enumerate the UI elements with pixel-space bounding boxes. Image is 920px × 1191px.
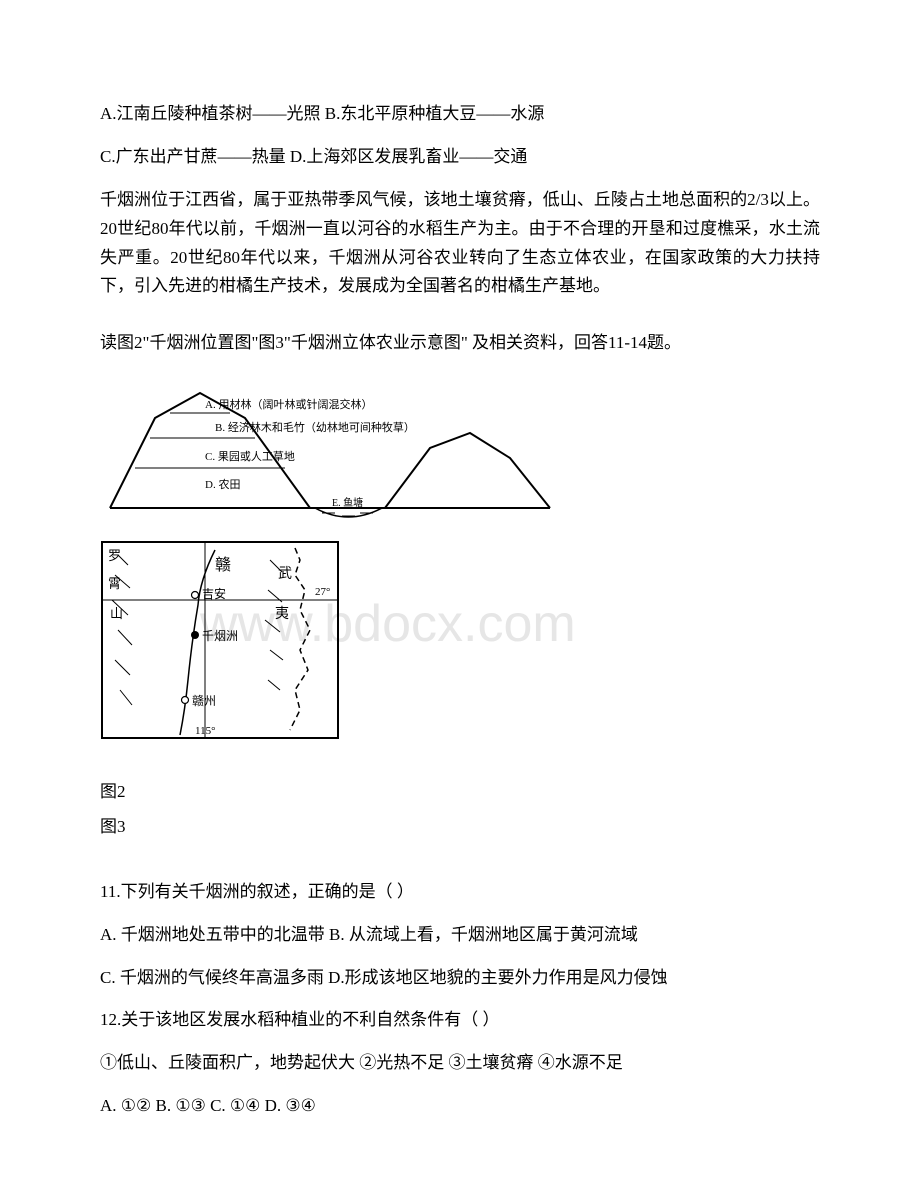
question-11-options-cd: C. 千烟洲的气候终年高温多雨 D.形成该地区地貌的主要外力作用是风力侵蚀 [100,964,820,993]
question-11-options-ab: A. 千烟洲地处五带中的北温带 B. 从流域上看，千烟洲地区属于黄河流域 [100,921,820,950]
instruction-text: 读图2"千烟洲位置图"图3"千烟洲立体农业示意图" 及相关资料，回答11-14题… [100,329,820,358]
passage-text: 千烟洲位于江西省，属于亚热带季风气候，该地土壤贫瘠，低山、丘陵占土地总面积的2/… [100,186,820,302]
level-e-label: E. 鱼塘 [332,496,363,509]
question-11-stem: 11.下列有关千烟洲的叙述，正确的是（ ） [100,878,820,907]
question-12-options: A. ①② B. ①③ C. ①④ D. ③④ [100,1092,820,1121]
question-12-stem: 12.关于该地区发展水稻种植业的不利自然条件有（ ） [100,1006,820,1035]
map-qianyan-label: 千烟洲 [202,629,238,643]
map-lon-label: 115° [195,725,216,737]
figure-block: A. 用材林（阔叶林或针阔混交林） B. 经济林木和毛竹（幼林地可间种牧草） C… [100,368,820,750]
figure-3-diagram: A. 用材林（阔叶林或针阔混交林） B. 经济林木和毛竹（幼林地可间种牧草） C… [100,368,560,538]
map-gan-label: 赣 [215,556,231,574]
map-luoxiao1: 罗 [108,548,121,563]
map-luoxiao2: 霄 [108,576,121,591]
map-luoxiao3: 山 [110,606,123,621]
map-ganzhou-label: 赣州 [192,694,216,708]
map-wuyi1: 武 [278,566,292,582]
option-line-2: C.广东出产甘蔗——热量 D.上海郊区发展乳畜业——交通 [100,143,820,172]
option-line-1: A.江南丘陵种植茶树——光照 B.东北平原种植大豆——水源 [100,100,820,129]
figure-2-caption: 图2 [100,778,820,807]
level-a-label: A. 用材林（阔叶林或针阔混交林） [205,397,372,411]
figure-3-caption: 图3 [100,813,820,842]
map-jian-label: 吉安 [202,586,226,601]
map-lat-label: 27° [315,586,330,598]
figure-2-map: 赣 吉安 千烟洲 赣州 武 夷 罗 霄 山 27° 115° www.bdocx… [100,540,340,750]
level-b-label: B. 经济林木和毛竹（幼林地可间种牧草） [215,420,415,434]
question-12-conditions: ①低山、丘陵面积广，地势起伏大 ②光热不足 ③土壤贫瘠 ④水源不足 [100,1049,820,1078]
map-wuyi2: 夷 [275,606,289,622]
level-d-label: D. 农田 [205,477,240,491]
level-c-label: C. 果园或人工草地 [205,450,295,463]
